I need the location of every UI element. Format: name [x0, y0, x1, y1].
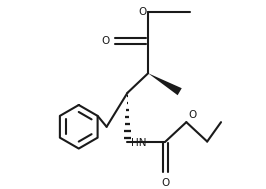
Text: O: O — [138, 7, 146, 17]
Text: O: O — [188, 110, 196, 120]
Text: O: O — [102, 36, 110, 46]
Polygon shape — [148, 73, 182, 95]
Text: HN: HN — [131, 138, 146, 148]
Text: O: O — [161, 177, 170, 187]
